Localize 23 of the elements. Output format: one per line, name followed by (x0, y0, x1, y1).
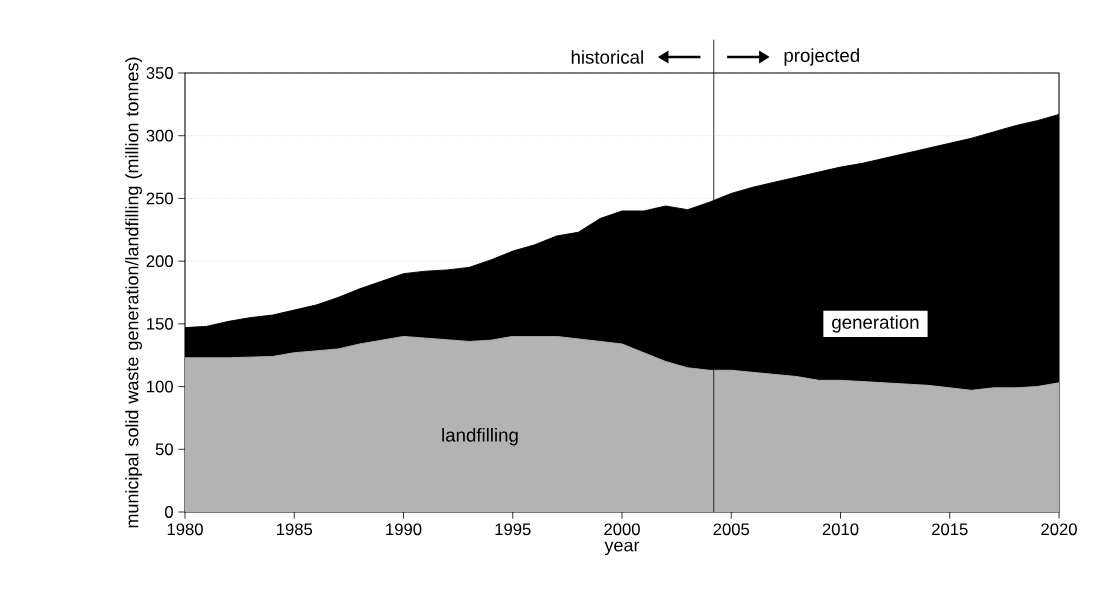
y-tick-label: 200 (146, 255, 173, 268)
y-tick-label: 250 (146, 192, 173, 205)
x-tick-label: 2020 (1041, 523, 1077, 536)
y-tick-label: 300 (146, 129, 173, 142)
x-tick-label: 2010 (822, 523, 859, 536)
y-tick-label: 50 (155, 443, 173, 456)
y-tick-label: 100 (147, 380, 173, 393)
x-tick-label: 2005 (713, 523, 750, 536)
text: projected (784, 48, 859, 66)
series-label: landfilling (442, 428, 518, 446)
x-axis-title: year (604, 541, 640, 556)
text: historical (571, 50, 643, 64)
x-tick-label: 2015 (932, 523, 968, 536)
y-tick-label: 0 (165, 506, 173, 518)
x-tick-label: 1980 (167, 523, 203, 536)
x-tick-label: 1990 (386, 523, 422, 536)
series-label: generation (832, 315, 919, 333)
x-tick-label: 2000 (604, 523, 640, 536)
x-tick-label: 1995 (495, 523, 531, 536)
x-tick-label: 1985 (276, 523, 313, 536)
y-tick-label: 150 (147, 317, 173, 330)
y-tick-label: 350 (146, 67, 173, 79)
y-axis-title: municipal solid waste generation/landfilling (million tonnes) (125, 57, 143, 528)
